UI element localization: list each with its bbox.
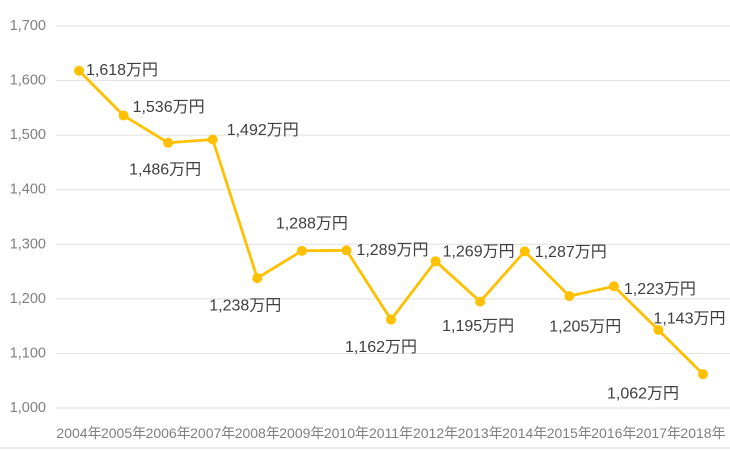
data-point-label: 1,536万円 (133, 99, 205, 116)
data-point-marker (519, 246, 530, 257)
x-tick-label: 2014年 (502, 425, 547, 441)
x-tick-label: 2004年 (56, 425, 101, 441)
x-tick-label: 2017年 (636, 425, 681, 441)
data-point-label: 1,238万円 (209, 298, 281, 315)
x-tick-label: 2012年 (413, 425, 458, 441)
data-point-marker (564, 291, 575, 302)
y-tick-label: 1,300 (10, 236, 46, 252)
data-point-marker (608, 281, 619, 292)
y-tick-label: 1,100 (10, 345, 46, 361)
x-tick-label: 2015年 (547, 425, 592, 441)
data-point-marker (296, 245, 307, 256)
y-tick-label: 1,200 (10, 291, 46, 307)
x-tick-label: 2008年 (235, 425, 280, 441)
data-point-marker (252, 273, 263, 284)
data-point-marker (163, 137, 174, 148)
y-tick-label: 1,000 (10, 400, 46, 416)
data-point-marker (74, 65, 84, 76)
x-tick-label: 2005年 (101, 425, 146, 441)
data-point-label: 1,618万円 (86, 62, 158, 79)
data-point-label: 1,492万円 (227, 122, 299, 139)
data-point-marker (475, 296, 486, 307)
y-tick-label: 1,700 (10, 18, 46, 34)
data-point-label: 1,288万円 (276, 215, 348, 232)
data-point-label: 1,223万円 (624, 281, 696, 298)
x-tick-label: 2010年 (324, 425, 369, 441)
x-tick-label: 2009年 (279, 425, 324, 441)
y-tick-label: 1,400 (10, 182, 46, 198)
data-point-marker (341, 245, 352, 256)
data-point-marker (118, 110, 129, 121)
data-point-label: 1,287万円 (535, 244, 607, 261)
data-point-marker (430, 256, 441, 267)
data-point-marker (386, 314, 396, 325)
data-point-marker (698, 369, 708, 380)
data-point-marker (653, 324, 664, 335)
data-point-label: 1,205万円 (549, 319, 621, 336)
data-point-label: 1,269万円 (443, 244, 515, 261)
x-tick-label: 2011年 (369, 425, 413, 441)
data-point-label: 1,143万円 (653, 310, 725, 327)
data-point-label: 1,162万円 (345, 339, 417, 356)
x-tick-label: 2018年 (680, 425, 725, 441)
x-tick-label: 2016年 (591, 425, 636, 441)
y-tick-label: 1,500 (10, 127, 46, 143)
data-point-label: 1,486万円 (129, 161, 201, 178)
x-tick-label: 2007年 (190, 425, 235, 441)
data-point-label: 1,195万円 (442, 318, 514, 335)
data-point-label: 1,289万円 (356, 242, 428, 259)
x-tick-label: 2006年 (146, 425, 191, 441)
x-tick-label: 2013年 (458, 425, 503, 441)
data-point-label: 1,062万円 (607, 386, 679, 403)
y-tick-label: 1,600 (10, 73, 46, 89)
data-point-marker (207, 134, 218, 145)
